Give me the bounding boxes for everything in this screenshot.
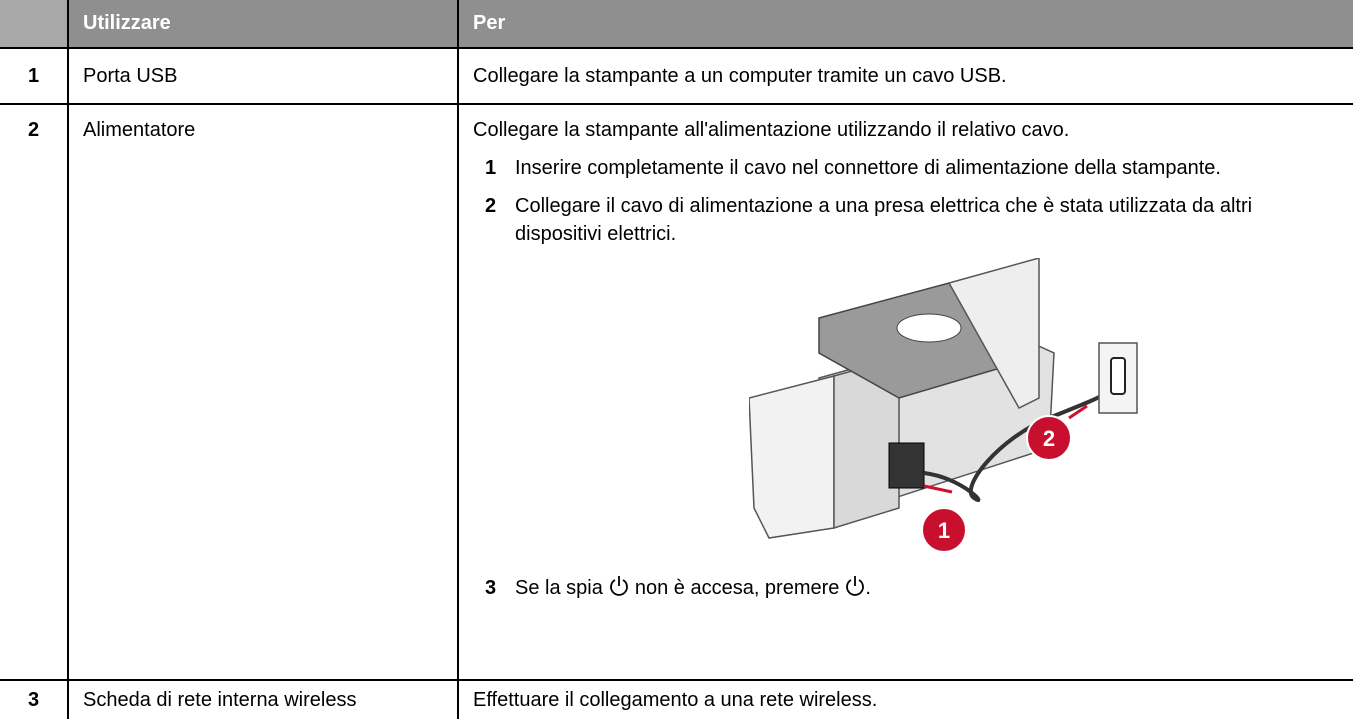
step-text: Collegare il cavo di alimentazione a una… xyxy=(515,195,1253,245)
item-cell: Porta USB xyxy=(67,47,459,105)
step: 1 Inserire completamente il cavo nel conn… xyxy=(485,154,1353,182)
header-cell xyxy=(0,0,69,49)
illustration: 1 2 xyxy=(749,258,1138,553)
step-number: 2 xyxy=(485,195,497,217)
text-part: Se la spia xyxy=(515,577,603,599)
description-cell: Collegare la stampante all'alimentazione… xyxy=(457,103,1353,681)
step-number: 1 xyxy=(485,157,497,179)
header-cell: Per xyxy=(457,0,1353,49)
description-cell: Collegare la stampante a un computer tra… xyxy=(457,47,1353,105)
step: 3 Se la spia non è accesa, premere. xyxy=(485,574,1353,602)
row-number: 2 xyxy=(0,103,69,681)
power-icon xyxy=(846,576,865,596)
step-list: 1 Inserire completamente il cavo nel conn… xyxy=(485,154,1353,602)
description: Collegare la stampante all'alimentazione… xyxy=(473,119,1070,141)
callout: 2 xyxy=(1043,426,1055,451)
row-number: 1 xyxy=(0,47,69,105)
row-number: 3 xyxy=(0,679,69,719)
step: 2 Collegare il cavo di alimentazione a un… xyxy=(485,192,1353,248)
step-text: Se la spia non è accesa, premere. xyxy=(515,574,1335,602)
header-cell: Utilizzare xyxy=(67,0,459,49)
header-row: Utilizzare Per xyxy=(0,0,1353,49)
item-cell: Scheda di rete interna wireless xyxy=(67,679,459,719)
table-row: 2 Alimentatore Collegare la stampante al… xyxy=(0,103,1353,681)
table-row: 1 Porta USB Collegare la stampante a un … xyxy=(0,47,1353,105)
step-number: 3 xyxy=(485,577,497,599)
item-cell: Alimentatore xyxy=(67,103,459,681)
text-part: non è accesa, premere xyxy=(634,577,840,599)
description-cell: Effettuare il collegamento a una rete wi… xyxy=(457,679,1353,719)
table-row: 3 Scheda di rete interna wireless Effett… xyxy=(0,679,1353,719)
callout: 1 xyxy=(938,518,950,543)
power-icon xyxy=(609,576,628,596)
text-part: . xyxy=(865,577,871,599)
step-text: Inserire completamente il cavo nel conne… xyxy=(515,157,1221,179)
